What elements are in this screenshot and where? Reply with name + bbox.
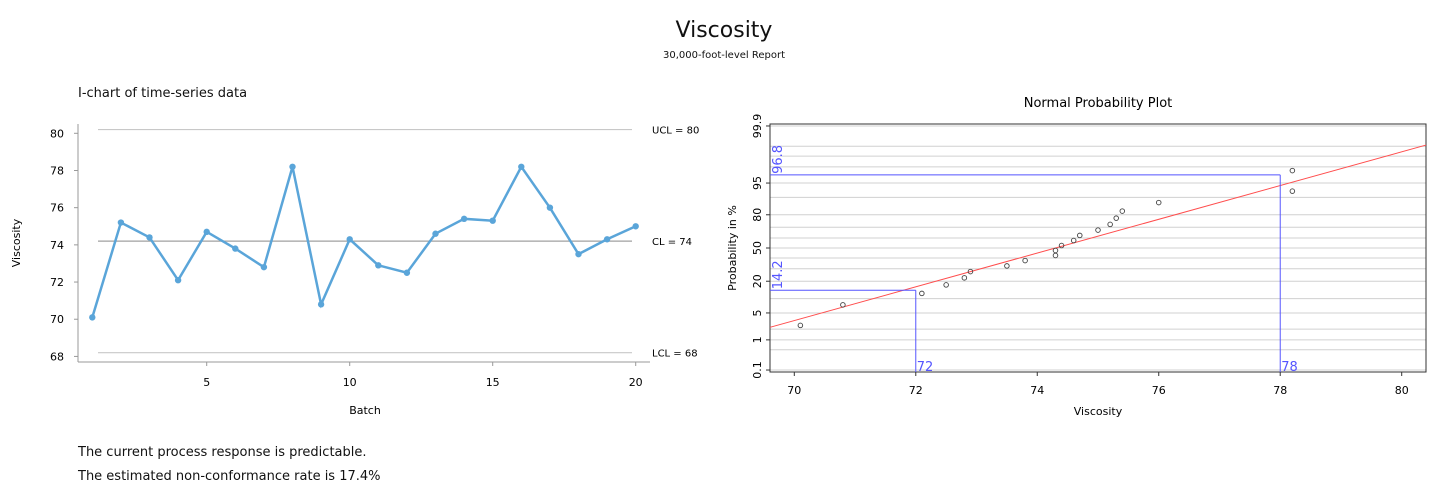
ichart-data-point xyxy=(518,163,525,170)
npp-x-tick-label: 70 xyxy=(787,384,801,397)
ichart-y-tick-label: 68 xyxy=(50,350,64,363)
ichart-x-tick-label: 5 xyxy=(203,376,210,389)
npp-data-point xyxy=(1070,237,1077,244)
ichart-y-tick-label: 80 xyxy=(50,127,64,140)
ichart-data-point xyxy=(174,276,182,284)
npp-x-tick-label: 78 xyxy=(1273,384,1287,397)
spec-value-label: 78 xyxy=(1281,360,1298,375)
npp-data-point xyxy=(1052,252,1059,259)
spec-probability-label: 96.8 xyxy=(771,145,786,174)
ichart-y-axis-label: Viscosity xyxy=(10,218,23,267)
ichart-data-point xyxy=(289,163,296,170)
npp-x-tick-label: 76 xyxy=(1152,384,1166,397)
report-subtitle: 30,000-foot-level Report xyxy=(663,50,785,61)
control-limit-label: UCL = 80 xyxy=(652,126,699,137)
ichart-x-axis-label: Batch xyxy=(349,404,381,417)
npp-data-point xyxy=(1052,247,1059,254)
npp-data-point xyxy=(1107,221,1113,228)
npp-x-axis-label: Viscosity xyxy=(1074,405,1123,418)
normal-probability-plot: Normal Probability Plot 70 72 74 76 78 80 0.1 1… xyxy=(726,96,1427,418)
ichart-data-point xyxy=(317,301,325,308)
predictability-statement: The current process response is predicta… xyxy=(78,445,367,460)
npp-y-tick-label: 20 xyxy=(751,274,764,288)
control-limit-label: CL = 74 xyxy=(652,237,692,248)
npp-data-point xyxy=(840,302,846,308)
spec-probability-label: 14.2 xyxy=(771,260,786,289)
ichart-data-point xyxy=(432,230,439,237)
ichart-data-point xyxy=(575,250,582,258)
ichart-data-point xyxy=(603,236,611,243)
ichart-x-tick-label: 15 xyxy=(486,376,500,389)
nonconformance-statement: The estimated non-conformance rate is 17… xyxy=(78,469,381,484)
ichart-data-point xyxy=(89,314,96,321)
ichart-data-point xyxy=(232,245,239,252)
npp-data-point xyxy=(1022,257,1028,264)
npp-data-point xyxy=(1077,232,1083,239)
ichart-data-point xyxy=(546,204,554,211)
ichart-data-point xyxy=(346,236,353,243)
npp-data-point xyxy=(1113,215,1119,221)
npp-data-point xyxy=(1119,208,1126,214)
npp-data-point xyxy=(797,322,804,329)
ichart-data-point xyxy=(460,215,468,223)
npp-y-tick-label: 1 xyxy=(751,336,764,343)
control-limit-label: LCL = 68 xyxy=(652,349,698,360)
npp-fit-line xyxy=(769,144,1427,328)
ichart-y-tick-label: 78 xyxy=(50,164,64,177)
npp-y-axis-label: Probability in % xyxy=(726,205,739,291)
npp-y-tick-label: 50 xyxy=(751,241,764,255)
npp-data-point xyxy=(967,268,974,275)
spec-value-label: 72 xyxy=(917,360,934,375)
ichart-x-tick-label: 20 xyxy=(629,376,643,389)
ichart: UCL = 80 CL = 74 LCL = 68 68 70 72 74 76 78 80 5 1… xyxy=(10,124,699,417)
npp-y-tick-label: 0.1 xyxy=(751,361,764,379)
ichart-data-point xyxy=(375,262,382,269)
ichart-title: I-chart of time-series data xyxy=(78,86,248,101)
npp-data-point xyxy=(1155,199,1162,206)
ichart-y-tick-label: 72 xyxy=(50,276,64,289)
npp-y-tick-label: 99.9 xyxy=(751,114,764,139)
npp-title: Normal Probability Plot xyxy=(1024,96,1173,111)
ichart-data-point xyxy=(632,223,639,230)
npp-x-tick-label: 80 xyxy=(1395,384,1409,397)
npp-data-point xyxy=(1095,227,1101,233)
ichart-data-point xyxy=(489,217,496,224)
ichart-data-point xyxy=(260,263,268,271)
ichart-series-line xyxy=(91,164,637,318)
npp-data-point xyxy=(1289,188,1296,194)
npp-y-tick-label: 5 xyxy=(751,309,764,316)
npp-data-point xyxy=(1289,167,1296,174)
ichart-data-point xyxy=(117,219,125,226)
ichart-y-tick-label: 70 xyxy=(50,313,64,326)
npp-data-point xyxy=(943,282,949,288)
npp-x-tick-label: 74 xyxy=(1030,384,1044,397)
ichart-data-point xyxy=(403,269,411,276)
npp-data-point xyxy=(961,275,968,281)
ichart-y-tick-label: 76 xyxy=(50,202,64,215)
ichart-data-point xyxy=(146,234,153,241)
ichart-x-tick-label: 10 xyxy=(343,376,357,389)
report-title: Viscosity xyxy=(675,18,773,43)
npp-data-point xyxy=(1058,242,1065,249)
npp-x-tick-label: 72 xyxy=(909,384,923,397)
npp-data-point xyxy=(1004,263,1010,269)
npp-data-point xyxy=(919,290,925,297)
npp-y-tick-label: 80 xyxy=(751,208,764,222)
ichart-data-point xyxy=(203,228,210,236)
npp-y-tick-label: 95 xyxy=(751,176,764,190)
ichart-y-tick-label: 74 xyxy=(50,239,64,252)
